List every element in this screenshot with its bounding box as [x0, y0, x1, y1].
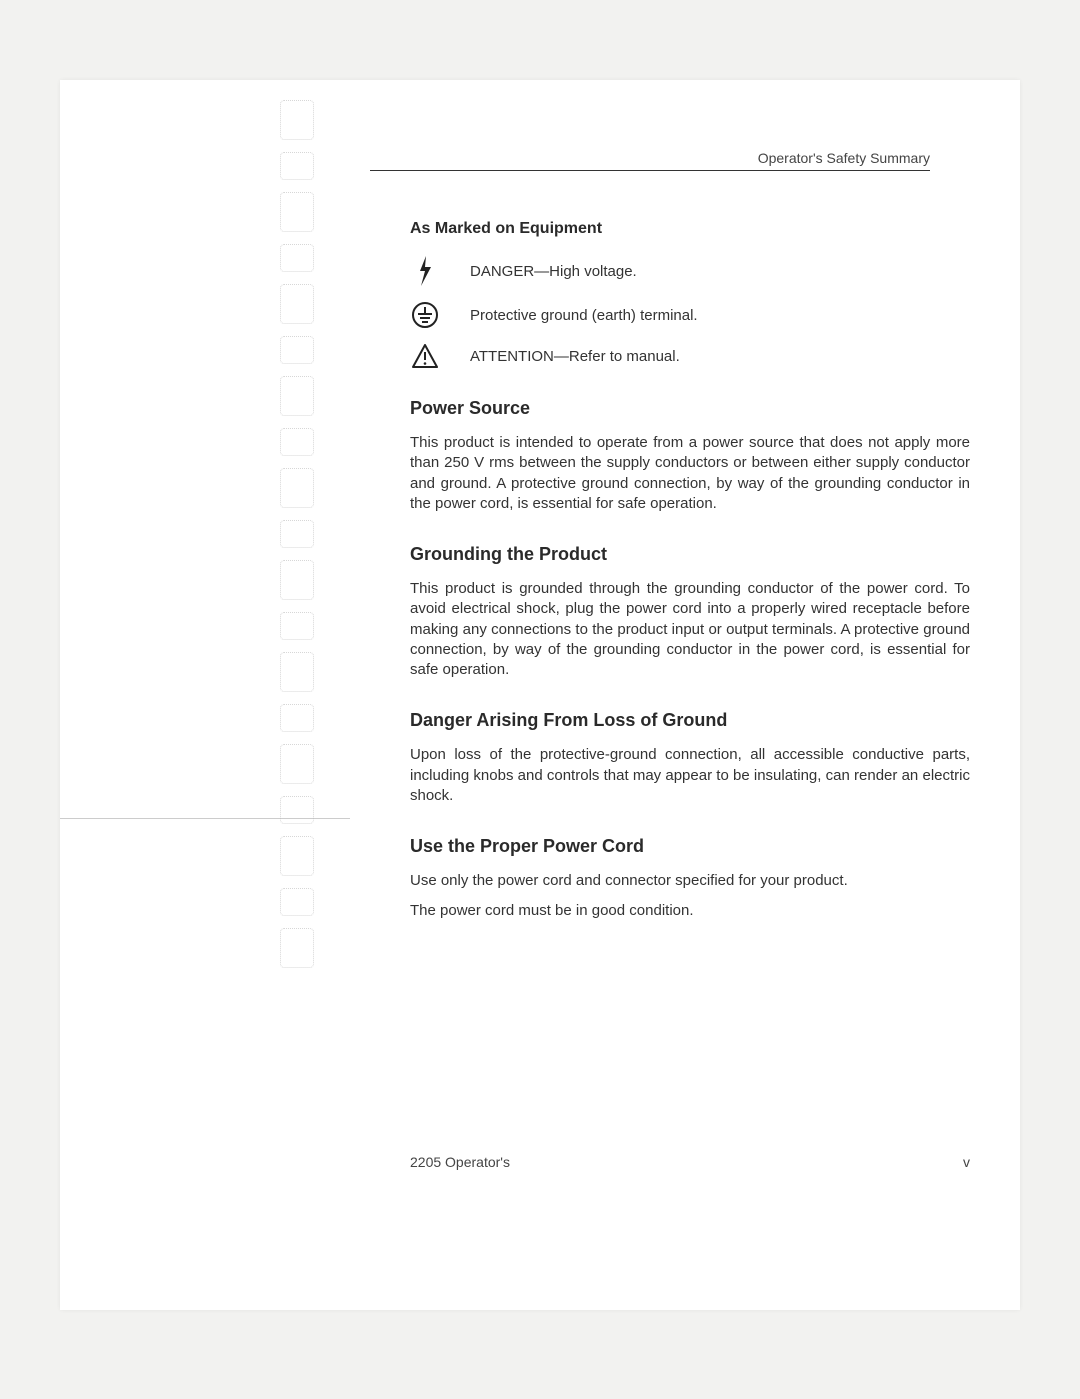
- punch-hole: [280, 652, 314, 692]
- section-title: Power Source: [410, 398, 970, 419]
- punch-hole: [280, 152, 314, 180]
- section-title-marked: As Marked on Equipment: [410, 220, 970, 238]
- binder-punch-column: [280, 100, 340, 968]
- section-title: Danger Arising From Loss of Ground: [410, 710, 970, 731]
- punch-hole: [280, 244, 314, 272]
- ground-icon: [410, 302, 440, 328]
- punch-hole: [280, 192, 314, 232]
- symbol-text: ATTENTION—Refer to manual.: [470, 348, 680, 365]
- punch-hole: [280, 796, 314, 824]
- paragraph: The power cord must be in good condition…: [410, 901, 970, 921]
- symbol-row: DANGER—High voltage.: [410, 256, 970, 286]
- section-title: Grounding the Product: [410, 544, 970, 565]
- punch-hole: [280, 704, 314, 732]
- punch-hole: [280, 468, 314, 508]
- punch-hole: [280, 888, 314, 916]
- footer-left: 2205 Operator's: [410, 1154, 510, 1170]
- punch-hole: [280, 836, 314, 876]
- symbol-text: Protective ground (earth) terminal.: [470, 307, 698, 324]
- punch-hole: [280, 376, 314, 416]
- symbol-text: DANGER—High voltage.: [470, 263, 637, 280]
- caution-icon: [410, 344, 440, 368]
- punch-hole: [280, 928, 314, 968]
- bolt-icon: [410, 256, 440, 286]
- punch-hole: [280, 428, 314, 456]
- punch-hole: [280, 284, 314, 324]
- punch-hole: [280, 560, 314, 600]
- section-title: Use the Proper Power Cord: [410, 836, 970, 857]
- punch-hole: [280, 100, 314, 140]
- page: Operator's Safety Summary As Marked on E…: [60, 80, 1020, 1310]
- content-column: As Marked on Equipment DANGER—High volta…: [410, 220, 970, 932]
- page-footer: 2205 Operator's v: [410, 1154, 970, 1170]
- punch-hole: [280, 612, 314, 640]
- symbol-row: ATTENTION—Refer to manual.: [410, 344, 970, 368]
- paragraph: This product is grounded through the gro…: [410, 579, 970, 680]
- paragraph: Use only the power cord and connector sp…: [410, 871, 970, 891]
- paragraph: This product is intended to operate from…: [410, 433, 970, 514]
- punch-hole: [280, 744, 314, 784]
- footer-right: v: [963, 1154, 970, 1170]
- paragraph: Upon loss of the protective-ground conne…: [410, 745, 970, 806]
- running-header: Operator's Safety Summary: [370, 150, 930, 171]
- symbol-row: Protective ground (earth) terminal.: [410, 302, 970, 328]
- punch-hole: [280, 336, 314, 364]
- punch-hole: [280, 520, 314, 548]
